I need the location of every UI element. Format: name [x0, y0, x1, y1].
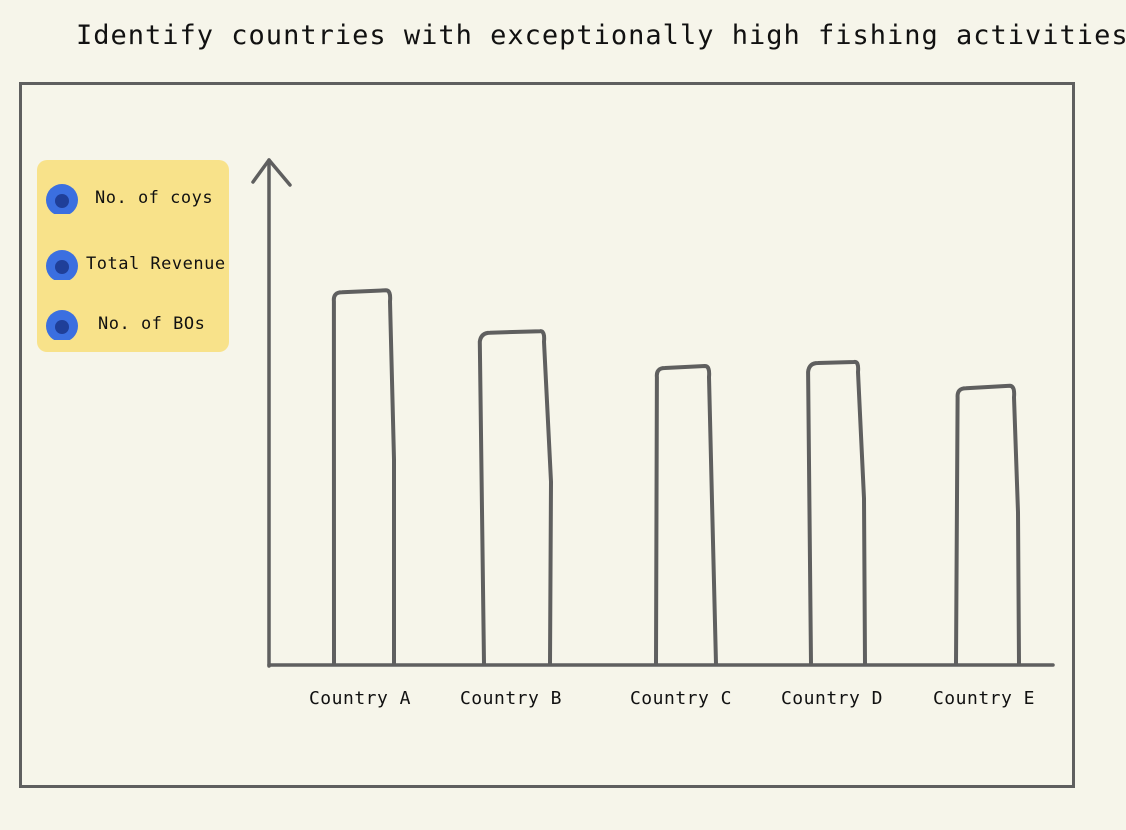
- y-axis-arrow: [251, 158, 292, 187]
- blue-dot-icon: [46, 184, 78, 214]
- page-title: Identify countries with exceptionally hi…: [76, 20, 1126, 51]
- x-tick-labels: Country A Country B Country C Country D Coun…: [309, 688, 1035, 709]
- chart-legend: No. of coys Total Revenue No. of BOs: [37, 160, 229, 352]
- bar-country-d: [806, 359, 867, 666]
- legend-item: No. of BOs: [45, 306, 229, 342]
- bar-country-b: [477, 329, 553, 666]
- chart-frame: [19, 82, 1075, 788]
- legend-item: No. of coys: [45, 180, 229, 216]
- bar-country-a: [331, 288, 396, 666]
- blue-dot-icon: [46, 310, 78, 340]
- x-tick-label: Country B: [460, 688, 562, 709]
- legend-label: No. of BOs: [98, 314, 206, 334]
- legend-label: No. of coys: [95, 188, 214, 208]
- bar-country-e: [954, 383, 1021, 666]
- x-tick-label: Country D: [781, 688, 883, 709]
- legend-label: Total Revenue: [86, 254, 226, 274]
- x-tick-label: Country E: [933, 688, 1035, 709]
- x-tick-label: Country C: [630, 688, 732, 709]
- legend-item: Total Revenue: [45, 246, 229, 282]
- chart-axes: [251, 158, 1055, 668]
- bars-group: [331, 288, 1021, 666]
- bar-country-c: [654, 364, 718, 666]
- x-tick-label: Country A: [309, 688, 411, 709]
- blue-dot-icon: [46, 250, 78, 280]
